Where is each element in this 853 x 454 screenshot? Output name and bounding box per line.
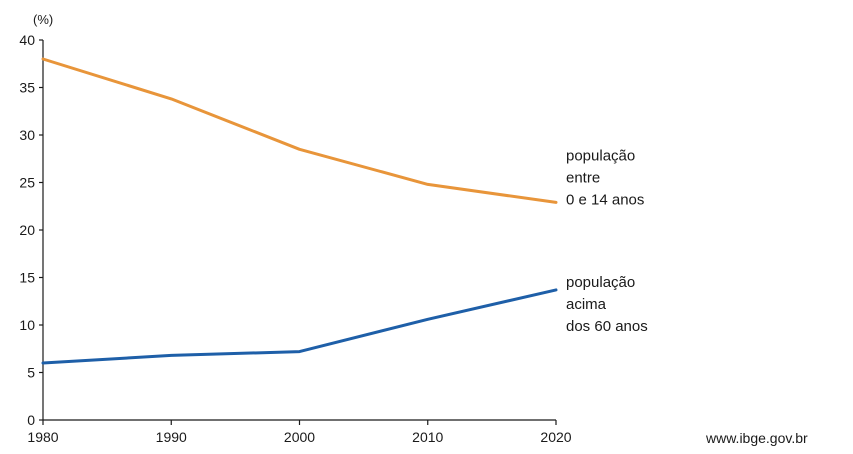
source-label: www.ibge.gov.br <box>705 430 808 446</box>
x-tick-label: 2020 <box>540 429 571 445</box>
x-tick-label: 2010 <box>412 429 443 445</box>
y-tick-label: 20 <box>19 222 35 238</box>
y-tick-label: 15 <box>19 270 35 286</box>
y-tick-label: 0 <box>27 412 35 428</box>
y-tick-label: 30 <box>19 127 35 143</box>
series-label-line: entre <box>566 169 600 186</box>
y-tick-label: 40 <box>19 32 35 48</box>
series-label-line: 0 e 14 anos <box>566 191 644 208</box>
x-tick-label: 1990 <box>156 429 187 445</box>
y-axis-unit-label: (%) <box>33 12 53 27</box>
series-label-line: acima <box>566 296 607 313</box>
y-tick-label: 5 <box>27 365 35 381</box>
x-tick-label: 1980 <box>27 429 58 445</box>
series-label-line: dos 60 anos <box>566 318 648 335</box>
series-line-0 <box>41 57 558 204</box>
chart-axes: 0 5 10 15 20 25 30 35 40 1980 1990 2000 2010 2020 <box>19 32 571 445</box>
y-tick-label: 35 <box>19 80 35 96</box>
y-tick-label: 25 <box>19 175 35 191</box>
series-label-line: população <box>566 147 635 164</box>
series-label-line: população <box>566 274 635 291</box>
series-group <box>41 57 558 365</box>
y-tick-label: 10 <box>19 317 35 333</box>
x-tick-label: 2000 <box>284 429 315 445</box>
series-line-1 <box>41 288 558 365</box>
series-labels: população entre 0 e 14 anos população acima d… <box>566 147 648 334</box>
